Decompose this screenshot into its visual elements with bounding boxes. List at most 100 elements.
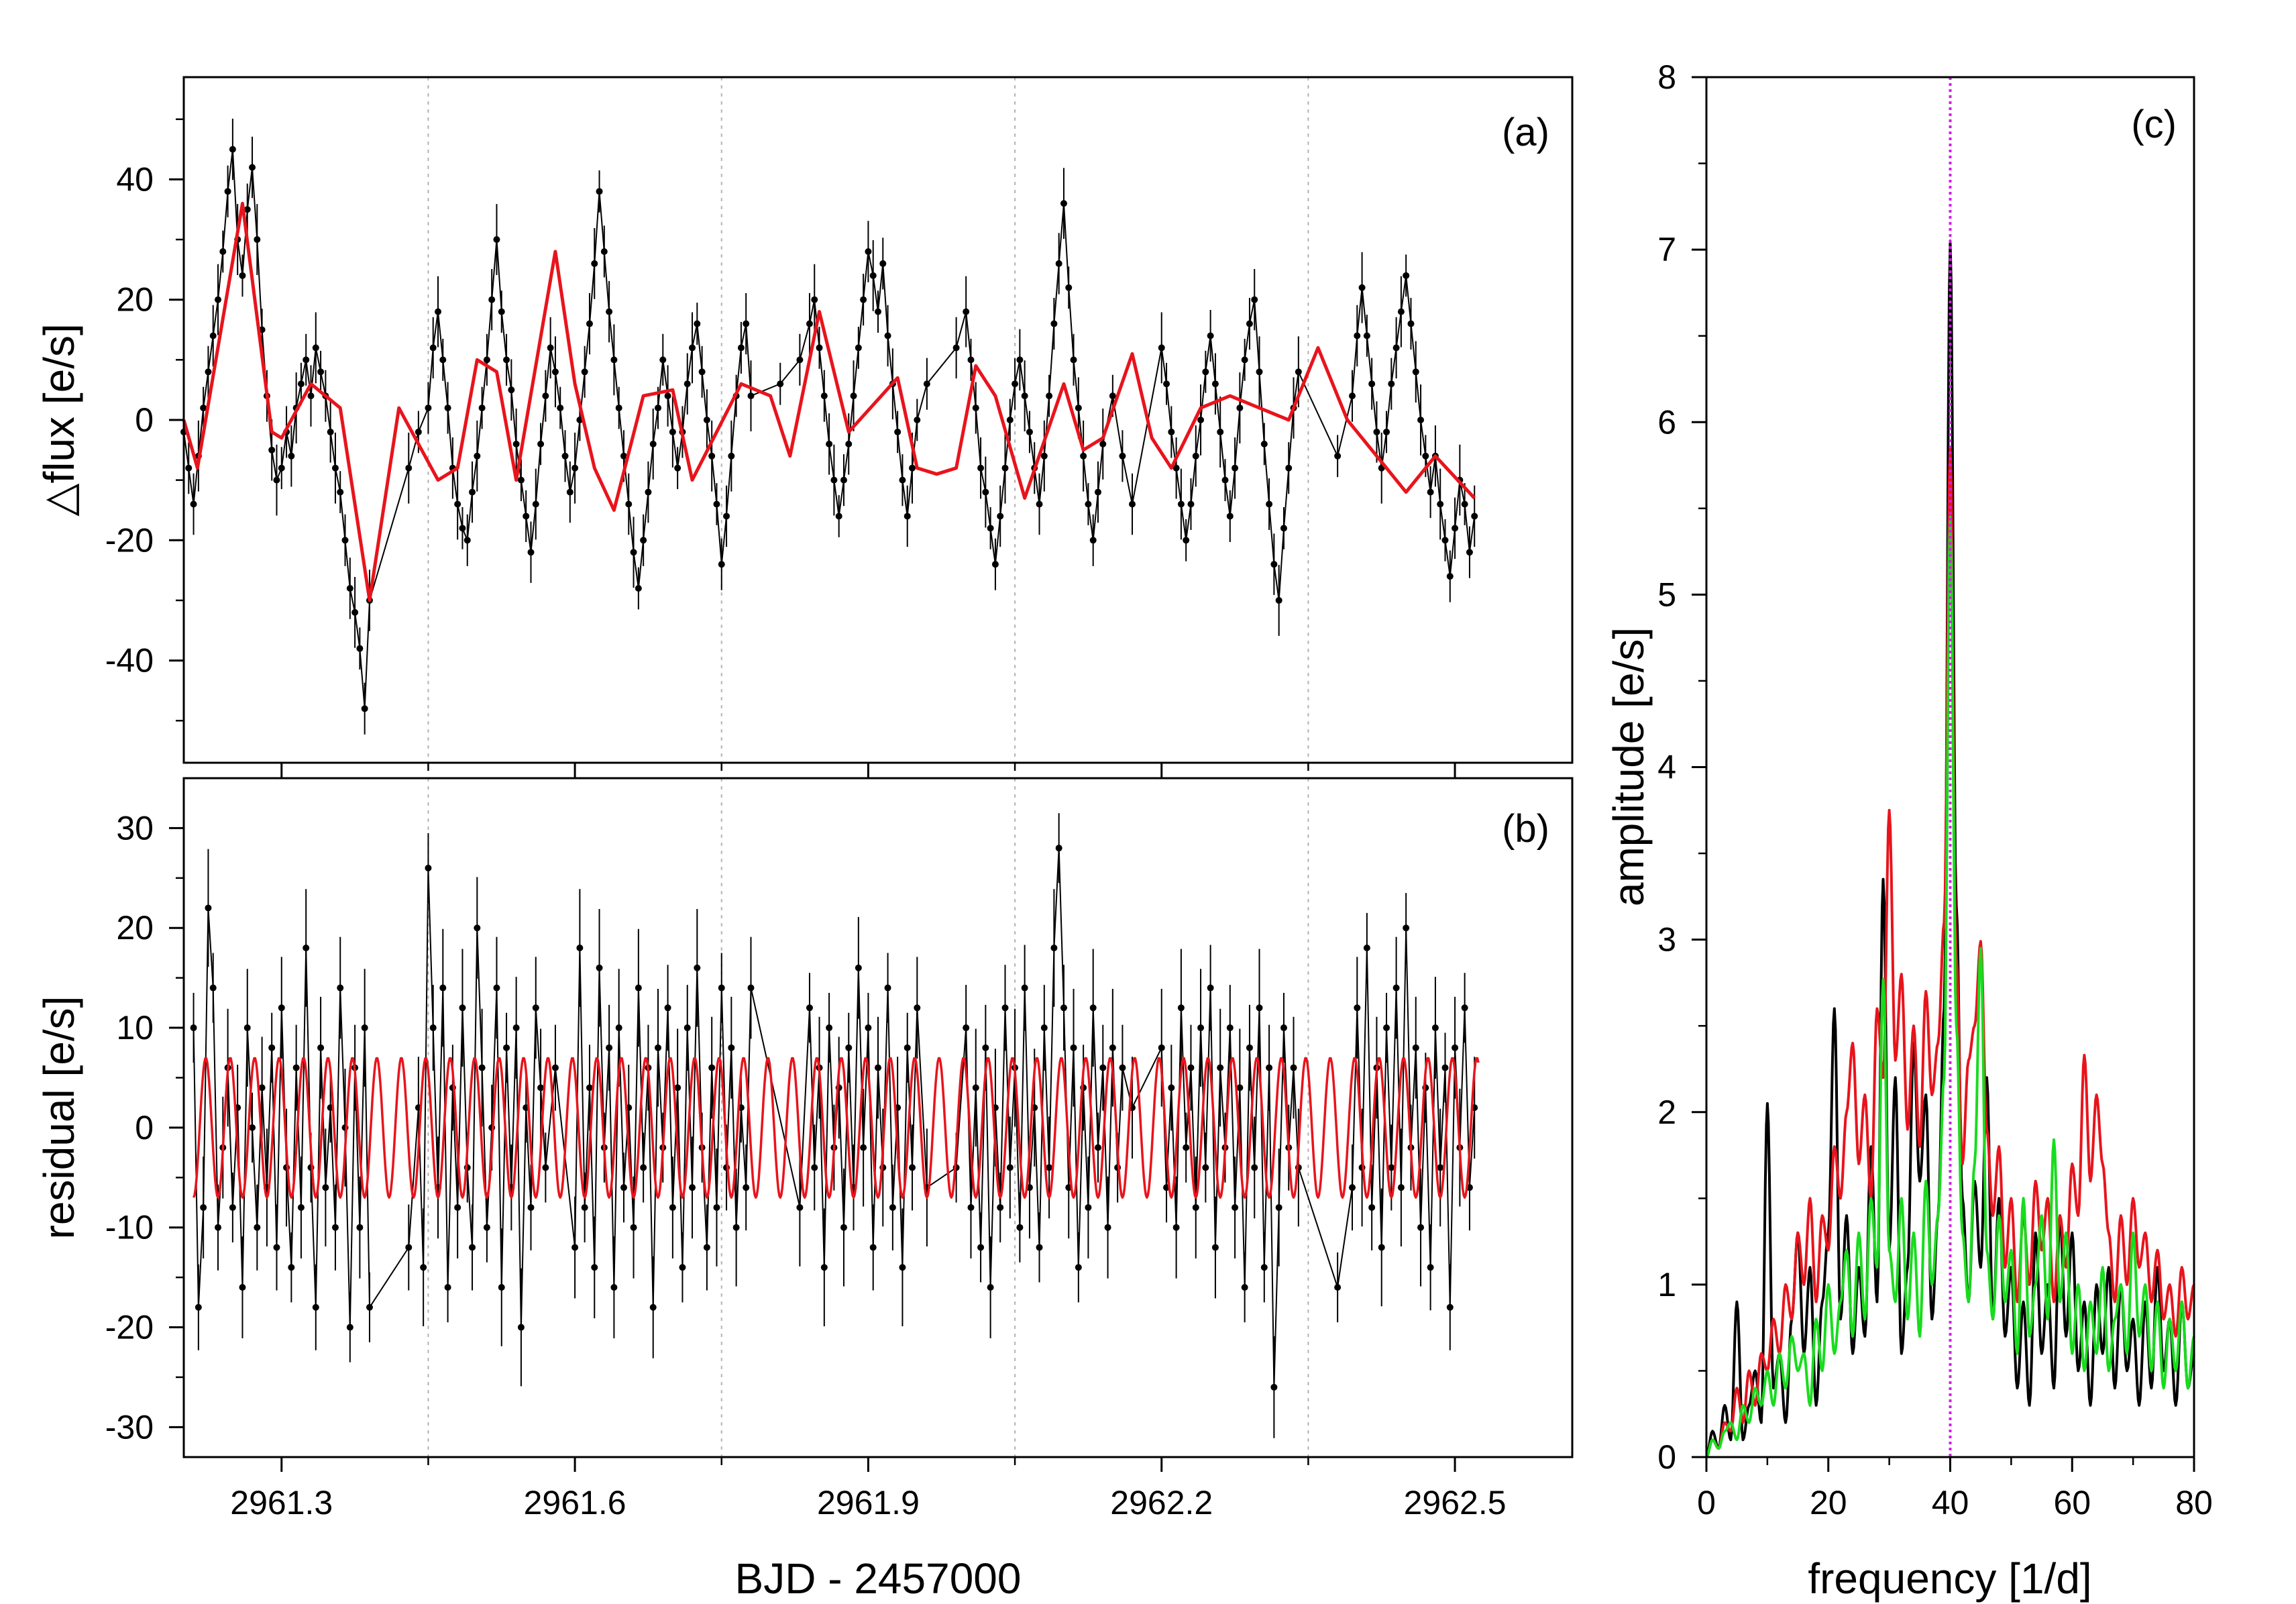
panel-a-data-point [674, 464, 681, 472]
panel-a-data-point [463, 537, 471, 544]
panel-a-data-point [1016, 356, 1024, 364]
panel-b-data-point [1119, 1064, 1126, 1071]
panel-a-ytick-label: 20 [116, 281, 154, 319]
panel-b-data-point [963, 1024, 970, 1032]
panel-a-data-point [1441, 537, 1449, 544]
panel-a-data-point [254, 236, 261, 244]
panel-b-data-point [1270, 1383, 1278, 1391]
panel-a-data-point [923, 380, 930, 388]
panel-b-data-point [1412, 1044, 1419, 1051]
panel-c-ytick-label: 4 [1657, 749, 1676, 786]
panel-a-data-point [547, 344, 554, 352]
panel-b-data-point [1109, 1044, 1116, 1051]
panel-a-data-point [1266, 500, 1273, 508]
panel-a-data-point [698, 368, 706, 376]
panel-b-data [190, 813, 1480, 1438]
panel-a-data-point [1085, 500, 1092, 508]
panel-a-data-point [1080, 452, 1087, 460]
panel-b-data-point [1383, 1024, 1390, 1032]
panel-b-data-point [703, 1244, 710, 1251]
panel-b-data-point [679, 1264, 686, 1271]
panel-a-data-point [997, 513, 1004, 520]
panel-b-data-point [1363, 945, 1370, 951]
panel-a-data-point [215, 296, 222, 303]
panel-b-data-point [630, 1224, 637, 1231]
panel-a-data-point [1446, 573, 1454, 580]
panel-b-data-point [243, 1024, 251, 1032]
panel-b-data-point [1378, 1244, 1385, 1251]
panel-b-data-point [1388, 1164, 1395, 1171]
panel-a-data-point [718, 561, 725, 568]
panel-a-data-point [635, 585, 642, 592]
panel-a-data-point [1001, 464, 1009, 472]
panel-a-data-point [1075, 405, 1082, 412]
panel-a-data-point [1334, 452, 1342, 460]
panel-b-data-point [747, 984, 755, 992]
panel-b-data-point [1046, 1164, 1053, 1171]
panel-a-data-point [1403, 272, 1410, 279]
panel-a-data-point [1119, 452, 1126, 460]
panel-b-data-point [840, 1224, 847, 1231]
panel-b-data-point [664, 1004, 671, 1012]
panel-b-data-point [268, 1044, 276, 1051]
panel-a-data-point [1192, 452, 1199, 460]
panel-a-data-point [835, 513, 842, 520]
panel-a-data-point [610, 356, 618, 364]
panel-b-xtick-label: 2961.6 [524, 1484, 626, 1521]
panel-b-data-point [1241, 1284, 1248, 1291]
shared-xlabel: BJD - 2457000 [735, 1554, 1022, 1603]
panel-a-data-point [899, 476, 906, 484]
panel-b-data-point [620, 1184, 627, 1191]
panel-b-data-point [1187, 1064, 1195, 1071]
panel-a-data-point [1226, 513, 1234, 520]
panel-b-data-point [708, 1064, 716, 1071]
panel-b-data-point [209, 984, 217, 992]
panel-a-data-point [243, 206, 251, 213]
panel-b-ytick-label: 10 [116, 1009, 154, 1047]
panel-b-data-point [1349, 1184, 1356, 1191]
panel-b-data-point [429, 1024, 437, 1032]
panel-b-data-point [439, 984, 447, 992]
panel-b-data-point [273, 1244, 280, 1251]
panel-b-data-point [1202, 1164, 1209, 1171]
panel-b-data-point [1417, 1224, 1425, 1231]
panel-b-data-point [1050, 945, 1058, 951]
panel-a-data-point [1275, 596, 1282, 604]
panel-a-data-point [1270, 561, 1278, 568]
panel-b-data-point [674, 1084, 681, 1091]
panel-a-data-point [1197, 417, 1205, 423]
panel-b-data-point [713, 1204, 720, 1211]
panel-a-data-point [615, 405, 622, 412]
panel-b-data-point [459, 1004, 466, 1012]
panel-a-data-point [1471, 513, 1478, 520]
panel-b-data-point [200, 1204, 207, 1211]
panel-b-data-point [249, 1124, 256, 1131]
panel-a-data-point [884, 332, 891, 339]
panel-b-data-point [1006, 1164, 1014, 1171]
panel-a-data-point [977, 464, 985, 472]
panel-c-data [1705, 77, 2195, 1458]
panel-a-data-point [532, 500, 539, 508]
panel-a-data-point [361, 705, 368, 712]
panel-a-data-point [659, 356, 667, 364]
panel-a-data-point [694, 320, 701, 327]
panel-b-data-point [571, 1244, 579, 1251]
panel-a-data-point [655, 405, 662, 412]
panel-b-data-point [586, 1084, 593, 1091]
panel-a-data-point [1168, 428, 1175, 435]
panel-b: -30 -20 -10 0 10 20 30 2961.3 2961.6 2961.9 2962.2… [35, 777, 1574, 1521]
panel-b-data-point [977, 1244, 985, 1251]
panel-a-data-point [239, 272, 246, 279]
panel-a-model-line [182, 201, 1476, 602]
panel-a-frame [182, 76, 1574, 764]
panel-a-data-point [1388, 380, 1395, 388]
panel-a-data-point [1094, 488, 1101, 496]
panel-a-data-point [488, 296, 496, 303]
panel-a-data-point [600, 248, 608, 255]
panel-b-data-point [1275, 1204, 1282, 1211]
panel-b-data-point [982, 1044, 989, 1051]
panel-c-ytick-label: 2 [1657, 1093, 1676, 1131]
panel-a-data-point [811, 296, 818, 303]
panel-c-ytick-label: 1 [1657, 1266, 1676, 1303]
panel-a-data-point [273, 476, 280, 484]
